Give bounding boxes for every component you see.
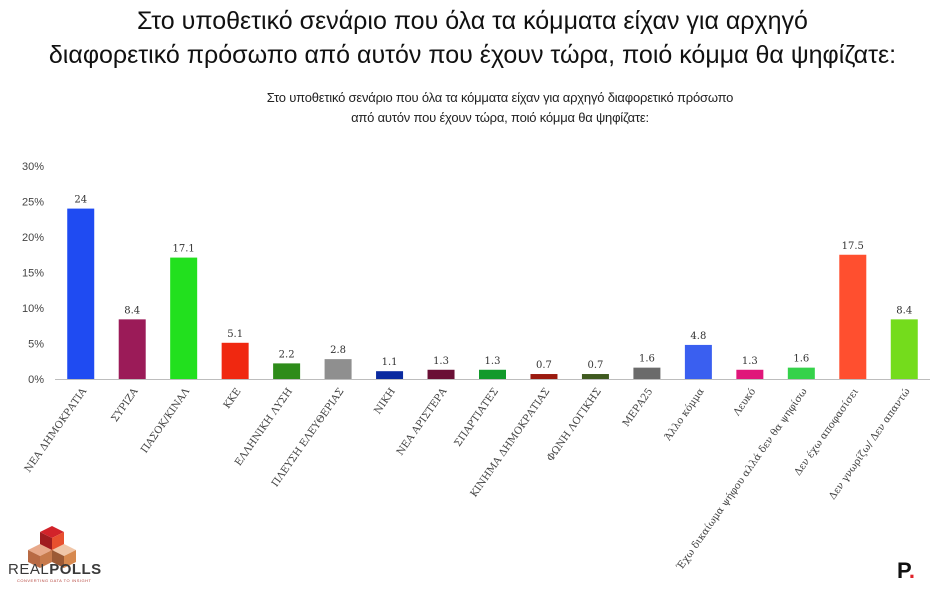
bar [787, 367, 815, 379]
data-label: 1.3 [485, 356, 501, 367]
chart-title: Στο υποθετικό σενάριο που όλα τα κόμματα… [170, 88, 830, 128]
category-label: ΣΥΡΙΖΑ [110, 386, 142, 425]
realpolls-tagline: CONVERTING DATA TO INSIGHT [17, 578, 92, 583]
bar [890, 319, 918, 379]
y-tick-label: 25% [22, 197, 44, 209]
category-label: Άλλο κόμμα [662, 386, 707, 443]
category-label: ΠΑΣΟΚ/ΚΙΝΑΛ [139, 386, 192, 456]
bar [324, 359, 352, 379]
data-label: 17.5 [842, 241, 864, 252]
realpolls-logo-icon [28, 526, 76, 568]
category-label: ΚΚΕ [222, 386, 244, 411]
bar [67, 208, 95, 379]
bar [479, 369, 506, 379]
main-title-line1: Στο υποθετικό σενάριο που όλα τα κόμματα… [137, 7, 808, 35]
bar [376, 371, 404, 379]
y-tick-label: 30% [22, 161, 44, 173]
realpolls-wordmark: REALPOLLS [8, 561, 102, 578]
main-title: Στο υποθετικό σενάριο που όλα τα κόμματα… [0, 4, 945, 72]
bar [839, 254, 867, 379]
bar [530, 374, 558, 379]
y-tick-label: 10% [22, 303, 44, 315]
main-title-line2: διαφορετικό πρόσωπο από αυτόν που έχουν … [48, 41, 897, 69]
data-label: 1.6 [639, 354, 655, 365]
data-label: 0.7 [536, 360, 552, 371]
data-label: 1.3 [433, 356, 449, 367]
chart-title-line1: Στο υποθετικό σενάριο που όλα τα κόμματα… [266, 90, 734, 105]
bar [170, 257, 198, 379]
y-tick-label: 15% [22, 268, 44, 280]
bar [633, 367, 661, 379]
category-label: Λευκό [731, 386, 758, 418]
bar [736, 369, 764, 379]
category-label: ΣΠΑΡΤΙΑΤΕΣ [453, 386, 501, 449]
chart-title-line2: από αυτόν που έχουν τώρα, ποιό κόμμα θα … [351, 110, 649, 125]
data-label: 2.2 [279, 349, 295, 360]
data-label: 2.8 [330, 345, 346, 356]
p-logo-icon: P. [897, 558, 915, 583]
data-label: 1.1 [382, 357, 398, 368]
y-tick-label: 0% [28, 374, 44, 386]
category-label: ΜΕΡΑ25 [621, 386, 655, 429]
category-label: ΦΩΝΗ ΛΟΓΙΚΗΣ [545, 386, 604, 463]
y-tick-label: 20% [22, 232, 44, 244]
data-label: 17.1 [173, 244, 195, 255]
bar [221, 342, 249, 379]
bar [684, 344, 712, 379]
bar [427, 369, 455, 379]
data-label: 4.8 [690, 331, 706, 342]
bar [118, 319, 146, 379]
category-label: ΝΙΚΗ [372, 386, 398, 416]
data-label: 1.6 [793, 354, 809, 365]
bar [581, 374, 609, 379]
bar [273, 363, 301, 379]
data-label: 1.3 [742, 356, 758, 367]
data-label: 8.4 [124, 305, 140, 316]
data-label: 24 [74, 195, 87, 206]
category-label: ΕΛΛΗΝΙΚΗ ΛΥΣΗ [233, 386, 295, 468]
data-label: 0.7 [587, 360, 603, 371]
category-label: ΝΕΑ ΔΗΜΟΚΡΑΤΙΑ [23, 386, 90, 475]
data-label: 5.1 [227, 329, 243, 340]
category-label: ΝΕΑ ΑΡΙΣΤΕΡΑ [395, 386, 450, 458]
data-label: 8.4 [896, 305, 912, 316]
y-tick-label: 5% [28, 339, 44, 351]
